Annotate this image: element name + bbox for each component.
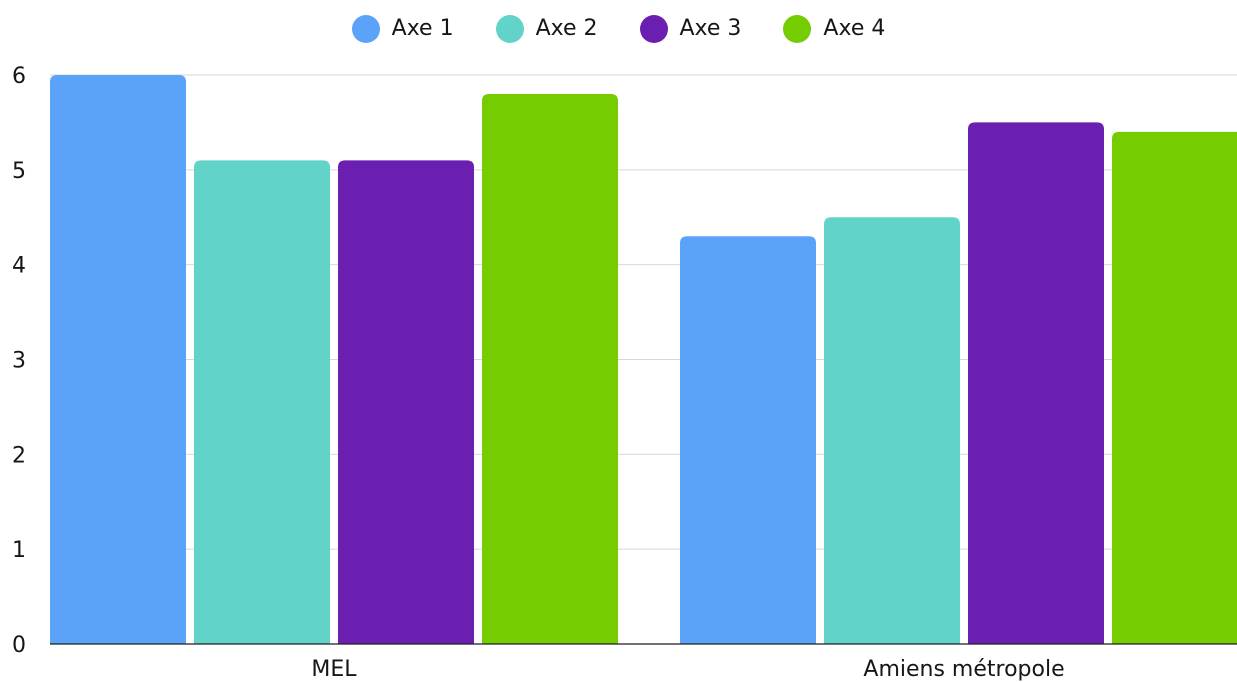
bar-amiens-m-tropole-series-2[interactable] [824, 217, 960, 644]
legend-label-series-1: Axe 1 [391, 16, 454, 41]
y-tick-label-6: 6 [12, 64, 26, 89]
bar-mel-series-1[interactable] [50, 75, 186, 644]
y-tick-label-3: 3 [12, 349, 26, 374]
bar-amiens-m-tropole-series-1[interactable] [680, 236, 816, 644]
y-tick-label-5: 5 [12, 159, 26, 184]
legend-item-series-2[interactable]: Axe 2 [495, 15, 598, 43]
bar-mel-series-3[interactable] [338, 160, 474, 644]
legend: Axe 1 Axe 2 Axe 3 Axe 4 [0, 9, 1237, 49]
y-tick-label-1: 1 [12, 538, 26, 563]
y-tick-label-4: 4 [12, 254, 26, 279]
axes: 0 1 2 3 4 5 6 MEL Amiens métropole [12, 64, 1237, 682]
bar-amiens-m-tropole-series-4[interactable] [1112, 131, 1237, 644]
legend-swatch-series-4 [783, 15, 812, 43]
legend-label-series-4: Axe 4 [823, 16, 886, 41]
legend-swatch-series-2 [495, 15, 524, 43]
y-tick-label-0: 0 [12, 633, 26, 658]
x-tick-label-amiens-m-tropole: Amiens métropole [863, 657, 1064, 682]
bar-mel-series-4[interactable] [482, 93, 618, 644]
legend-swatch-series-3 [639, 15, 668, 43]
legend-item-series-3[interactable]: Axe 3 [639, 15, 742, 43]
y-tick-label-2: 2 [12, 443, 26, 468]
legend-label-series-2: Axe 2 [535, 16, 598, 41]
bar-mel-series-2[interactable] [194, 160, 330, 644]
bars [50, 75, 1237, 644]
legend-swatch-series-1 [351, 15, 380, 43]
x-tick-label-mel: MEL [311, 657, 357, 682]
bar-amiens-m-tropole-series-3[interactable] [968, 122, 1104, 644]
legend-item-series-1[interactable]: Axe 1 [351, 15, 454, 43]
legend-label-series-3: Axe 3 [679, 16, 742, 41]
legend-item-series-4[interactable]: Axe 4 [783, 15, 885, 43]
